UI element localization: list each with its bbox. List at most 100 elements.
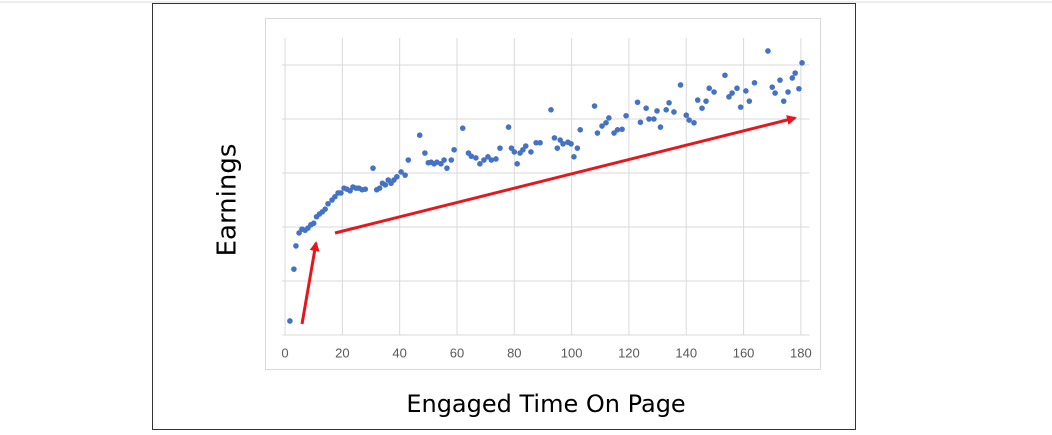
point (594, 130, 601, 136)
point (568, 141, 574, 147)
point (789, 75, 796, 81)
point (737, 104, 744, 110)
point (751, 80, 758, 86)
point (338, 190, 344, 196)
point (654, 108, 660, 114)
point (785, 89, 791, 95)
x-tick-label: 60 (450, 345, 464, 360)
x-tick-label: 0 (281, 345, 288, 360)
point (505, 124, 512, 130)
point (402, 172, 408, 178)
point (769, 84, 776, 90)
y-axis-title: Earnings (213, 144, 243, 257)
point (637, 119, 644, 126)
point (459, 125, 466, 131)
plot: 0 20 40 60 80 100 120 140 160 180 (281, 38, 812, 360)
arrow (300, 241, 320, 325)
x-tick-label: 160 (733, 345, 755, 360)
point (577, 127, 584, 133)
point (574, 145, 581, 151)
point (746, 98, 753, 104)
point (772, 90, 778, 96)
point (666, 100, 672, 106)
point (398, 169, 404, 175)
point (438, 161, 444, 167)
point (537, 139, 543, 146)
point (623, 112, 629, 119)
point (481, 157, 487, 163)
point (694, 97, 701, 103)
point (777, 77, 783, 83)
point (511, 149, 518, 155)
point (473, 155, 479, 161)
point (765, 48, 771, 54)
point (686, 117, 692, 123)
chart-frame (265, 18, 821, 370)
point (703, 98, 709, 104)
point (554, 145, 561, 151)
point (651, 116, 657, 122)
point (291, 266, 297, 272)
point (729, 90, 735, 96)
point (691, 119, 697, 126)
point (603, 119, 609, 126)
point (514, 161, 520, 167)
point (522, 143, 529, 149)
point (416, 132, 423, 138)
point (448, 157, 455, 163)
point (657, 124, 664, 130)
point (477, 161, 483, 167)
point (551, 135, 558, 141)
x-tick-label: 140 (675, 345, 697, 360)
point (548, 107, 554, 113)
point (310, 220, 317, 227)
point (332, 193, 338, 200)
point (382, 182, 389, 188)
point (619, 126, 625, 133)
point (533, 139, 539, 146)
point (599, 123, 605, 129)
point (799, 60, 805, 66)
point (634, 99, 641, 106)
point (571, 154, 577, 160)
point (322, 206, 328, 212)
point (614, 127, 621, 133)
point (528, 149, 534, 155)
point (422, 150, 428, 156)
x-tick-label: 40 (392, 345, 406, 360)
point (468, 153, 475, 160)
point (441, 157, 447, 163)
point (405, 157, 412, 163)
point (451, 146, 457, 153)
point (722, 72, 728, 79)
point (711, 89, 717, 95)
point (560, 141, 566, 147)
point (606, 115, 612, 121)
point (780, 98, 787, 104)
point (683, 112, 690, 119)
point (671, 109, 677, 115)
x-tick-label: 100 (561, 345, 583, 360)
point (699, 105, 705, 111)
point (706, 85, 712, 92)
point (362, 186, 369, 192)
point (325, 200, 331, 207)
point (293, 243, 299, 249)
point (591, 103, 598, 109)
x-tick-label: 180 (790, 345, 812, 360)
point (376, 185, 383, 191)
point (497, 145, 503, 151)
point (287, 318, 293, 324)
x-tick-label: 80 (507, 345, 521, 360)
point (677, 82, 684, 88)
point (796, 85, 802, 92)
point (394, 173, 400, 180)
point (643, 105, 649, 111)
point (663, 107, 670, 113)
point (493, 156, 499, 162)
point (444, 165, 450, 171)
x-tick-label: 20 (335, 345, 349, 360)
point (488, 157, 495, 163)
